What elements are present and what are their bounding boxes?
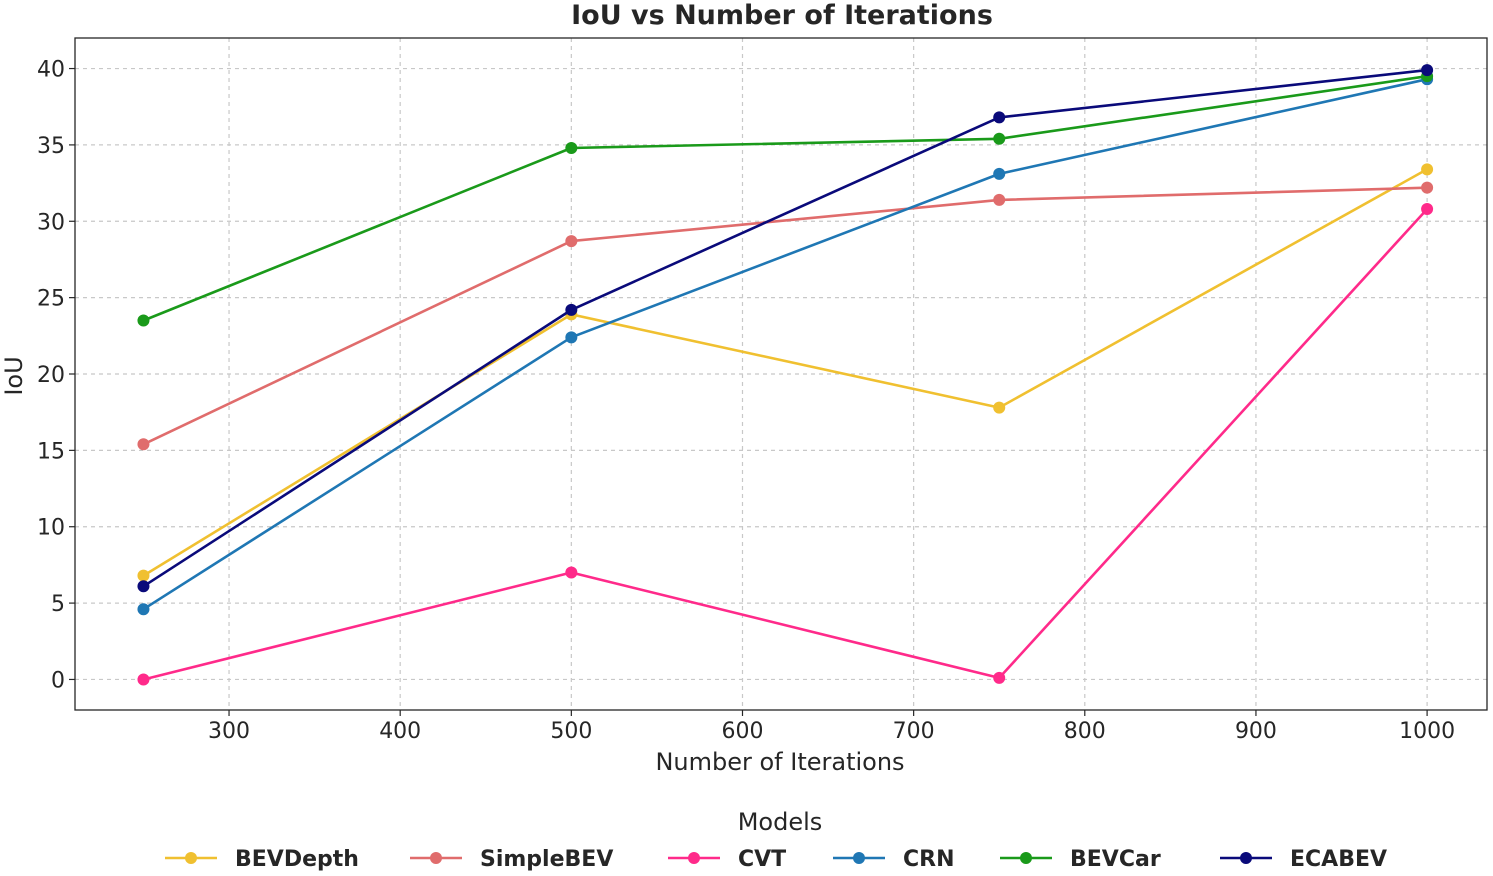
legend-marker-simplebev — [430, 852, 442, 864]
legend-label-bevdepth: BEVDepth — [235, 847, 359, 872]
y-tick-label: 25 — [37, 287, 65, 312]
legend-marker-cvt — [688, 852, 700, 864]
data-point-simplebev — [565, 235, 578, 248]
y-tick-label: 20 — [37, 363, 65, 388]
legend-marker-ecabev — [1240, 852, 1252, 864]
data-point-simplebev — [1421, 181, 1434, 194]
x-tick-label: 400 — [379, 719, 421, 744]
legend-label-simplebev: SimpleBEV — [480, 847, 613, 872]
data-point-ecabev — [993, 111, 1006, 124]
series-bevdepth — [137, 163, 1434, 582]
x-tick-label: 1000 — [1399, 719, 1455, 744]
legend: BEVDepth SimpleBEV CVT CRN BEVCar ECABEV — [165, 847, 1387, 872]
series-line-cvt — [143, 208, 1429, 681]
legend-title: Models — [738, 808, 823, 836]
legend-marker-bevcar — [1020, 852, 1032, 864]
data-point-cvt — [565, 566, 578, 579]
series-line-bevcar — [143, 74, 1428, 322]
series-line-crn — [142, 77, 1428, 611]
data-point-ecabev — [137, 580, 150, 593]
data-point-crn — [993, 167, 1006, 180]
y-tick-label: 30 — [37, 210, 65, 235]
data-point-simplebev — [993, 193, 1006, 206]
data-point-cvt — [1421, 203, 1434, 216]
y-tick-label: 40 — [37, 58, 65, 83]
series-lines — [137, 64, 1434, 686]
plot-frame — [74, 37, 1488, 711]
series-simplebev — [137, 181, 1434, 451]
series-line-simplebev — [142, 186, 1428, 446]
data-point-bevcar — [137, 314, 150, 327]
x-tick-label: 700 — [893, 719, 935, 744]
data-point-ecabev — [1421, 64, 1434, 77]
data-point-crn — [565, 331, 578, 344]
x-tick-label: 300 — [208, 719, 250, 744]
y-tick-label: 5 — [51, 592, 65, 617]
legend-label-ecabev: ECABEV — [1290, 847, 1387, 872]
legend-marker-bevdepth — [185, 852, 197, 864]
x-tick-label: 800 — [1064, 719, 1106, 744]
y-tick-label: 15 — [37, 439, 65, 464]
legend-item-cvt: CVT — [668, 847, 786, 872]
y-tick-label: 35 — [37, 134, 65, 159]
data-point-ecabev — [565, 303, 578, 316]
legend-marker-crn — [853, 852, 865, 864]
series-line-bevdepth — [142, 168, 1428, 577]
legend-label-bevcar: BEVCar — [1070, 847, 1161, 872]
x-tick-label: 600 — [721, 719, 763, 744]
legend-item-bevcar: BEVCar — [1000, 847, 1161, 872]
data-point-bevdepth — [993, 401, 1006, 414]
data-point-bevdepth — [1421, 163, 1434, 176]
legend-item-bevdepth: BEVDepth — [165, 847, 359, 872]
series-line-ecabev — [142, 68, 1428, 588]
x-tick-label: 500 — [550, 719, 592, 744]
series-ecabev — [137, 64, 1434, 593]
data-point-simplebev — [137, 438, 150, 451]
legend-label-cvt: CVT — [738, 847, 786, 872]
x-tick-label: 900 — [1235, 719, 1277, 744]
data-point-bevcar — [993, 132, 1006, 145]
y-tick-label: 0 — [51, 668, 65, 693]
series-crn — [137, 73, 1434, 616]
data-point-cvt — [993, 671, 1006, 684]
chart-title: IoU vs Number of Iterations — [571, 0, 993, 31]
legend-label-crn: CRN — [903, 847, 955, 872]
legend-item-simplebev: SimpleBEV — [410, 847, 613, 872]
x-axis-label: Number of Iterations — [655, 748, 904, 776]
data-point-bevdepth — [137, 569, 150, 582]
data-point-crn — [137, 603, 150, 616]
data-point-cvt — [137, 673, 150, 686]
legend-item-ecabev: ECABEV — [1220, 847, 1387, 872]
y-tick-label: 10 — [37, 516, 65, 541]
series-cvt — [137, 203, 1434, 686]
tick-labels: 300 400 500 600 700 800 900 1000 0 5 10 15 20 25 30 35 4… — [37, 58, 1455, 744]
y-axis-label: IoU — [0, 356, 28, 395]
legend-item-crn: CRN — [833, 847, 955, 872]
grid — [75, 38, 1487, 710]
data-point-bevcar — [565, 141, 578, 154]
series-bevcar — [137, 70, 1434, 327]
axes — [69, 37, 1488, 716]
